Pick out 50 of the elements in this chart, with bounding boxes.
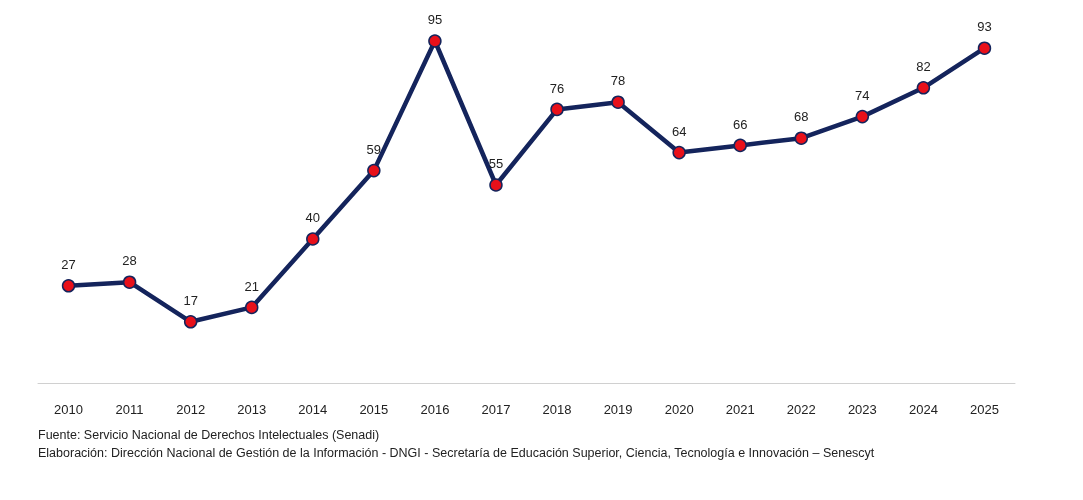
x-tick-label: 2022 — [786, 402, 816, 417]
data-label: 55 — [488, 156, 504, 172]
point — [855, 109, 870, 124]
x-tick-label: 2017 — [481, 402, 511, 417]
point — [672, 145, 686, 160]
data-label: 27 — [61, 257, 76, 273]
point — [489, 178, 503, 192]
point — [244, 300, 259, 315]
data-label: 66 — [732, 116, 748, 132]
data-label: 68 — [794, 109, 809, 125]
point — [550, 102, 564, 117]
point — [977, 41, 992, 55]
data-label: 64 — [671, 123, 687, 139]
point — [61, 279, 76, 293]
x-tick-label: 2021 — [725, 402, 755, 417]
point — [794, 131, 809, 145]
x-tick-label: 2016 — [420, 402, 450, 417]
data-label: 21 — [244, 278, 259, 294]
x-tick-label: 2012 — [176, 402, 206, 417]
x-tick-label: 2020 — [664, 402, 694, 417]
x-tick-label: 2024 — [908, 402, 938, 417]
data-label: 17 — [183, 293, 198, 309]
data-label: 40 — [305, 210, 321, 226]
x-tick-label: 2014 — [298, 402, 328, 417]
point — [428, 34, 442, 48]
point — [183, 315, 198, 329]
data-label: 93 — [977, 19, 992, 35]
x-tick-label: 2023 — [847, 402, 877, 417]
x-tick-label: 2011 — [115, 402, 144, 417]
point — [122, 275, 137, 289]
data-label: 74 — [855, 87, 870, 103]
x-tick-label: 2010 — [54, 402, 83, 417]
text: Elaboración: Dirección Nacional de Gestión de la Información - DNGI - Secretaría de Educación Superior, Ciencia, Tecnología e Innovación – Senescyt — [38, 446, 875, 460]
point — [367, 163, 381, 178]
x-tick-label: 2019 — [603, 402, 633, 417]
point — [916, 81, 931, 95]
data-label: 76 — [549, 80, 565, 96]
data-label: 78 — [610, 73, 626, 89]
data-label: 82 — [916, 59, 931, 75]
data-label: 95 — [427, 12, 443, 28]
point — [733, 138, 747, 153]
x-tick-label: 2018 — [542, 402, 572, 417]
point — [611, 95, 625, 109]
x-tick-label: 2025 — [970, 402, 999, 417]
data-label: 28 — [122, 253, 137, 269]
point — [306, 232, 320, 246]
x-tick-label: 2013 — [237, 402, 267, 417]
x-tick-label: 2015 — [359, 402, 389, 417]
source-note: Fuente: Servicio Nacional de Derechos Intelectuales (Senadi) — [38, 428, 380, 442]
data-label: 59 — [366, 141, 382, 157]
